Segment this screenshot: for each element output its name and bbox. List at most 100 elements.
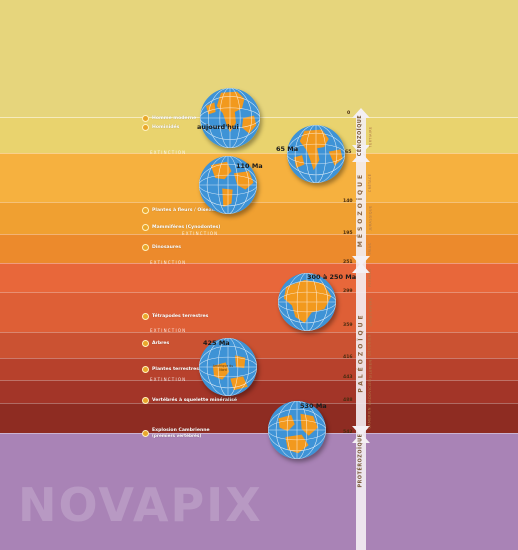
globe-300	[278, 273, 336, 331]
timeline-arrows	[352, 108, 370, 443]
globe-graphic	[268, 401, 326, 459]
globe-65	[287, 125, 345, 183]
band-precambrian	[0, 433, 518, 550]
event-vertebres: Vertébrés à squelette minéralisé	[142, 396, 237, 404]
event-dot	[142, 312, 149, 320]
era-label: PALÉOZOÏQUE	[357, 311, 365, 393]
tick-416: 416	[343, 355, 353, 360]
band-silurian	[0, 358, 518, 380]
event-dot	[142, 243, 149, 251]
globe-425	[199, 338, 257, 396]
event-tetrapodes: Tétrapodes terrestres	[142, 312, 208, 320]
globe-graphic	[199, 156, 257, 214]
extinction-label-o: EXTINCTION	[150, 377, 187, 382]
period-label: CARBONIFÈRE	[368, 297, 373, 327]
event-dot	[142, 429, 149, 437]
globe-label-300: 300 à 250 Ma	[307, 273, 357, 281]
event-plantes-terrestres: Plantes terrestres	[142, 365, 199, 373]
tick-0: 0	[347, 111, 351, 116]
era-label: PROTÉROZOÏQUE	[358, 433, 364, 487]
event-label: Mammifères (Cynodontes)	[152, 224, 221, 230]
line-359	[0, 332, 518, 333]
band-permian	[0, 263, 518, 292]
period-label: CRÉTACÉ	[368, 173, 372, 193]
tick-195: 195	[343, 231, 353, 236]
band-carboniferous	[0, 292, 518, 332]
globe-graphic	[200, 88, 260, 148]
line-416	[0, 358, 518, 359]
watermark-logo: NOVAPIX	[18, 478, 263, 532]
period-cambrien: CAMBRIEN	[366, 404, 374, 432]
band-ordovician	[0, 380, 518, 403]
tick-299: 299	[343, 289, 353, 294]
globe-graphic	[278, 273, 336, 331]
tick-542: 542	[343, 430, 353, 435]
event-mammiferes: Mammifères (Cynodontes)	[142, 223, 220, 231]
event-label-main: Explosion Cambrienne	[152, 428, 210, 433]
globe-110	[199, 156, 257, 214]
globe-label-530: 530 Ma	[300, 402, 327, 410]
era-label: MÉSOZOÏQUE	[357, 171, 365, 247]
event-explosion: Explosion Cambrienne (premiers vertébrés)	[142, 427, 210, 439]
period-label: ORDOVICIEN	[368, 378, 372, 405]
event-label: Plantes à fleurs / Oiseaux	[152, 207, 218, 213]
event-arbres: Arbres	[142, 339, 169, 347]
event-dot	[142, 123, 149, 131]
period-label: SILURIEN	[368, 359, 372, 379]
band-top	[0, 0, 518, 117]
period-devonien: DÉVONIEN	[366, 333, 374, 357]
era-label: CÉNOZOÏQUE	[358, 114, 364, 156]
period-carbonifere: CARBONIFÈRE	[366, 294, 374, 330]
event-dot	[142, 365, 149, 373]
timeline-column	[356, 114, 366, 550]
line-140	[0, 202, 518, 203]
period-label: JURASSIQUE	[368, 205, 373, 231]
globe-today	[200, 88, 260, 148]
period-label: DÉVONIEN	[368, 334, 372, 356]
event-dot	[142, 223, 149, 231]
event-label: Tétrapodes terrestres	[152, 313, 209, 319]
event-label: Homme moderne	[152, 115, 197, 121]
tick-65: 65	[345, 150, 352, 155]
tick-359: 359	[343, 323, 353, 328]
globe-label-110: 110 Ma	[236, 162, 263, 170]
line-251	[0, 263, 518, 264]
extinction-label-d: EXTINCTION	[150, 328, 187, 333]
tick-251: 251	[343, 260, 353, 265]
period-label: PERMIEN	[368, 268, 372, 288]
band-cretaceous	[0, 153, 518, 202]
period-label: TRIAS	[368, 243, 372, 255]
event-plantes-fleurs: Plantes à fleurs / Oiseaux	[142, 206, 218, 214]
extinction-label-k: EXTINCTION	[150, 150, 187, 155]
line-488	[0, 403, 518, 404]
extinction-label-tj: EXTINCTION	[182, 231, 219, 236]
event-label: Arbres	[152, 340, 170, 346]
band-devonian	[0, 332, 518, 358]
tick-140: 140	[343, 199, 353, 204]
period-trias: TRIAS	[366, 236, 374, 262]
event-dinosaures: Dinosaures	[142, 243, 181, 251]
band-triassic	[0, 234, 518, 263]
period-tertiaire: TERTIAIRE	[366, 122, 374, 152]
period-label: TERTIAIRE	[368, 126, 373, 148]
line-299	[0, 292, 518, 293]
globe-label-425: 425 Ma	[203, 339, 230, 347]
extinction-label-pt: EXTINCTION	[150, 260, 187, 265]
period-ordovicien: ORDOVICIEN	[366, 378, 374, 405]
event-label: Vertébrés à squelette minéralisé	[152, 397, 238, 403]
event-dot	[142, 396, 149, 404]
tick-443: 443	[343, 375, 353, 380]
event-dot	[142, 206, 149, 214]
band-cambrian	[0, 403, 518, 433]
globe-530	[268, 401, 326, 459]
tick-488: 488	[343, 398, 353, 403]
event-label: Explosion Cambrienne (premiers vertébrés)	[152, 428, 210, 438]
event-label: Hominidés	[152, 124, 180, 130]
event-label: Plantes terrestres	[152, 366, 199, 372]
globe-label-today: aujourd'hui	[197, 123, 239, 131]
era-proterozoique: PROTÉROZOÏQUE	[355, 433, 367, 487]
globe-graphic	[287, 125, 345, 183]
globe-label-65: 65 Ma	[276, 145, 299, 153]
line-65	[0, 153, 518, 154]
period-cretace: CRÉTACÉ	[366, 165, 374, 201]
